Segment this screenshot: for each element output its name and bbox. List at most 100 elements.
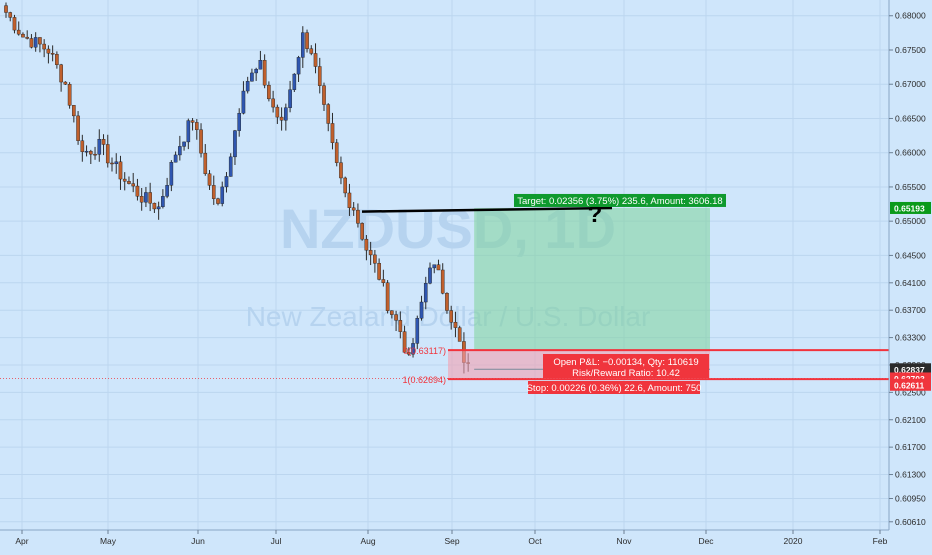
candle [97, 139, 102, 155]
candle [178, 146, 182, 156]
candle [339, 162, 343, 179]
candle [237, 113, 242, 131]
candle [169, 162, 174, 186]
candle [445, 292, 449, 311]
candle [8, 12, 13, 18]
price-tick-label: 0.62500 [895, 387, 926, 397]
candle [63, 81, 68, 85]
candle [29, 38, 34, 48]
candle [301, 32, 305, 58]
candle [457, 327, 462, 342]
price-tick-label: 0.60950 [895, 494, 926, 504]
candle [326, 104, 331, 124]
price-tag-label: 0.62837 [894, 365, 925, 375]
trendline[interactable] [361, 206, 613, 213]
price-tick-label: 0.64500 [895, 250, 926, 260]
time-tick-label: Aug [360, 536, 375, 546]
candle [161, 196, 165, 207]
price-tick-label: 0.63700 [895, 305, 926, 315]
candle [351, 207, 356, 211]
candle [296, 57, 301, 75]
candle [453, 322, 458, 328]
candle [72, 105, 76, 117]
candle [322, 85, 326, 105]
candle [284, 107, 288, 121]
candle [173, 154, 178, 163]
time-tick-label: 2020 [784, 536, 803, 546]
candle [258, 60, 263, 70]
candle [343, 177, 348, 194]
stop-label: Stop: 0.00226 (0.36%) 22.6, Amount: 750 [527, 383, 702, 394]
price-tag-box [890, 363, 931, 376]
candle [334, 142, 339, 163]
candle [275, 106, 280, 118]
time-tick-label: Dec [698, 536, 714, 546]
candle [254, 68, 258, 74]
candle [105, 144, 110, 164]
target-label: Target: 0.02356 (3.75%) 235.6, Amount: 3… [517, 196, 722, 207]
candle [407, 352, 411, 355]
candle [381, 279, 386, 283]
pnl-box [543, 354, 709, 378]
price-tick-label: 0.65500 [895, 182, 926, 192]
candle [415, 318, 420, 344]
target-zone[interactable] [474, 207, 710, 351]
time-tick-label: Jun [191, 536, 205, 546]
candle [93, 153, 97, 156]
candle [288, 89, 292, 108]
price-tag-label: 0.62611 [894, 380, 925, 390]
candle [25, 36, 30, 39]
candle [373, 254, 377, 264]
target-label-box [514, 193, 726, 207]
price-tick-label: 0.63300 [895, 333, 926, 343]
candle [139, 196, 144, 203]
candle [292, 73, 297, 90]
candle [194, 122, 199, 130]
candle [347, 192, 352, 209]
candle [59, 64, 63, 83]
candle [114, 161, 119, 165]
candle [402, 331, 407, 353]
candle [203, 152, 208, 174]
candle [271, 98, 275, 108]
candle [216, 198, 220, 204]
candle [127, 181, 131, 184]
candle [12, 17, 17, 31]
candle [428, 267, 432, 284]
price-tick-label: 0.62100 [895, 415, 926, 425]
candle [390, 310, 394, 315]
candle [330, 123, 335, 143]
candle [190, 120, 195, 123]
candle [131, 183, 136, 187]
candle [165, 185, 169, 197]
candle [279, 116, 284, 121]
time-axis[interactable] [0, 530, 932, 550]
candle [262, 60, 267, 86]
price-tag-box [890, 378, 931, 391]
time-tick-label: Jul [271, 536, 282, 546]
candle [67, 84, 72, 106]
price-tag-label: 0.65193 [894, 203, 925, 213]
candle [241, 90, 246, 114]
candle [233, 130, 237, 158]
candle [76, 115, 80, 141]
candle [199, 129, 203, 154]
candle [432, 264, 437, 269]
question-mark-annotation: ? [588, 201, 603, 228]
candle [305, 32, 309, 49]
open-pnl-label: Open P&L: −0.00134, Qty: 110619 [553, 357, 698, 368]
candle [101, 139, 106, 145]
candle [250, 72, 254, 82]
candle [211, 185, 216, 199]
candle [356, 209, 360, 224]
stop-label-box [528, 381, 700, 394]
candle [46, 48, 51, 54]
candle [368, 249, 373, 256]
candle [220, 186, 225, 204]
time-tick-label: Apr [15, 536, 28, 546]
price-tag-box [890, 201, 931, 214]
price-axis[interactable] [889, 0, 932, 550]
